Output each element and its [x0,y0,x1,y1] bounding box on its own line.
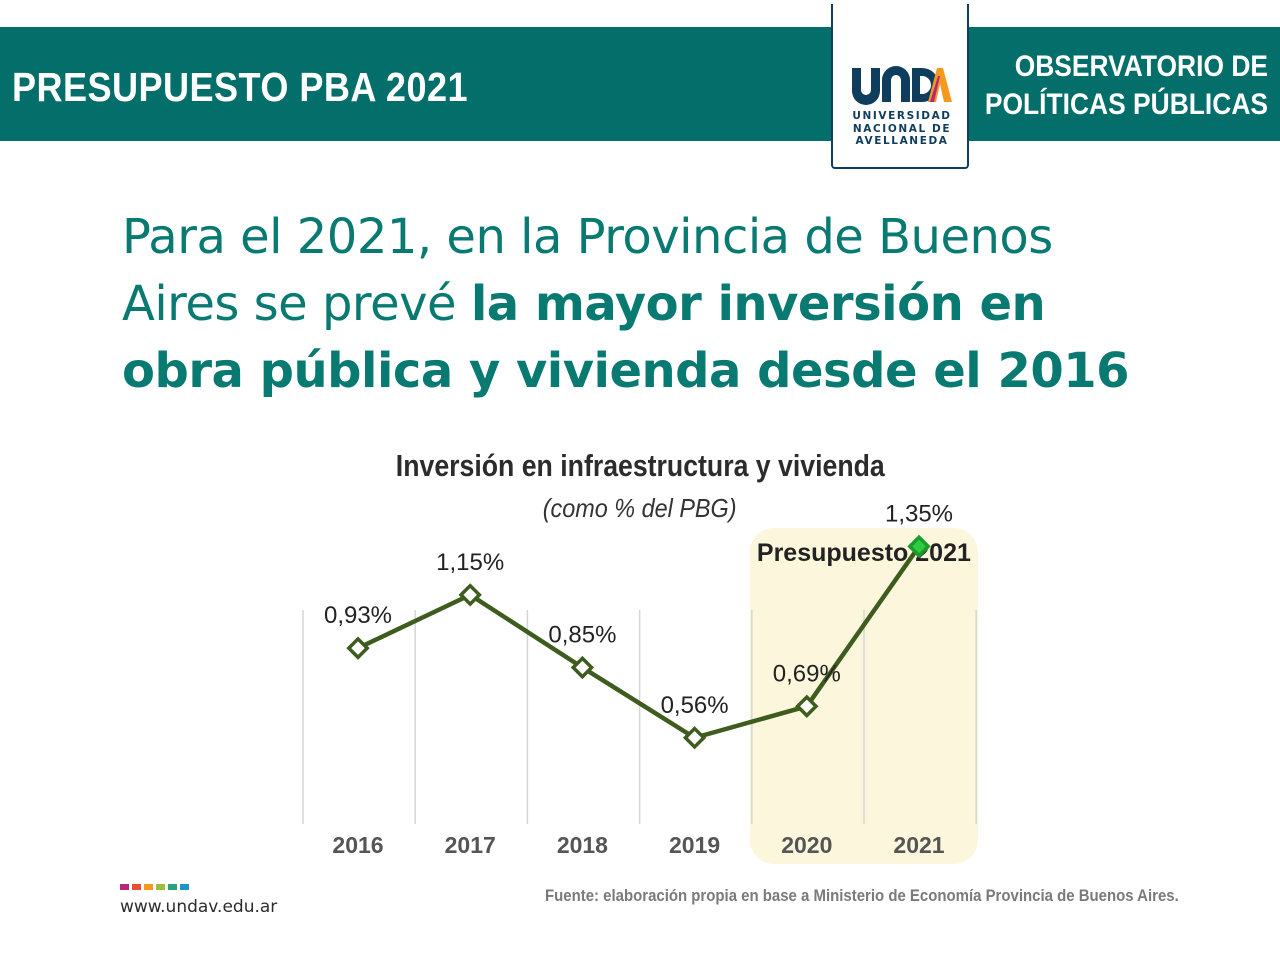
data-point-marker [458,583,482,607]
color-square [144,884,153,890]
series-line [357,545,921,741]
logo-line2: NACIONAL DE [852,122,952,135]
color-square [168,884,177,890]
color-square [180,884,189,890]
page-title: PRESUPUESTO PBA 2021 [12,64,468,110]
data-point-marker [346,636,370,660]
observatory-title-line1: OBSERVATORIO DE [1014,50,1268,83]
color-square [132,884,141,890]
x-tick-label: 2017 [445,832,496,858]
x-tick-label: 2018 [557,832,608,858]
chart-subtitle-text: (como % del PBG) [543,493,737,523]
header-band [0,27,1280,141]
data-point-marker [570,655,595,680]
headline-line3-bold: obra pública y vivienda desde el 2016 [122,343,1130,399]
color-square [120,884,129,890]
x-tick-label: 2020 [781,832,832,858]
chart-subtitle: (como % del PBG) [300,493,980,524]
observatory-title: OBSERVATORIO DE POLÍTICAS PÚBLICAS [938,48,1268,124]
data-label: 1,35% [885,500,953,527]
headline-line2-bold: la mayor inversión en [470,276,1046,332]
website-link[interactable]: www.undav.edu.ar [120,897,278,917]
source-note: Fuente: elaboración propia en base a Min… [545,886,1179,905]
undav-logo-mark [852,66,952,105]
color-square [156,884,165,890]
data-label: 0,56% [661,692,729,719]
headline-line3: obra pública y vivienda desde el 2016 [122,338,1182,405]
budget-highlight-label: Presupuesto 2021 [757,539,971,567]
data-label: 0,93% [324,602,392,629]
chart-title: Inversión en infraestructura y vivienda [300,448,980,484]
undav-logo: UNIVERSIDAD NACIONAL DE AVELLANEDA [831,4,969,169]
data-label: 1,15% [436,549,504,576]
x-tick-label: 2019 [669,832,720,858]
data-label: 0,85% [548,622,616,649]
chart-title-text: Inversión en infraestructura y vivienda [395,448,885,483]
x-tick-label: 2016 [332,832,383,858]
logo-line1: UNIVERSIDAD [852,110,952,122]
x-tick-label: 2021 [893,832,944,858]
data-point-marker [682,726,707,750]
data-point-marker [907,534,931,559]
headline: Para el 2021, en la Provincia de Buenos … [122,204,1182,405]
headline-line1: Para el 2021, en la Provincia de Buenos [122,209,1053,265]
headline-line2-regular: Aires se prevé [122,276,471,332]
data-label: 0,69% [773,660,841,687]
headline-line2: Aires se prevé la mayor inversión en [122,271,1182,338]
data-point-marker [795,694,819,718]
logo-line3: AVELLANEDA [855,135,949,147]
undav-logo-text: UNIVERSIDAD NACIONAL DE AVELLANEDA [843,110,961,148]
observatory-title-line2: POLÍTICAS PÚBLICAS [984,88,1268,121]
